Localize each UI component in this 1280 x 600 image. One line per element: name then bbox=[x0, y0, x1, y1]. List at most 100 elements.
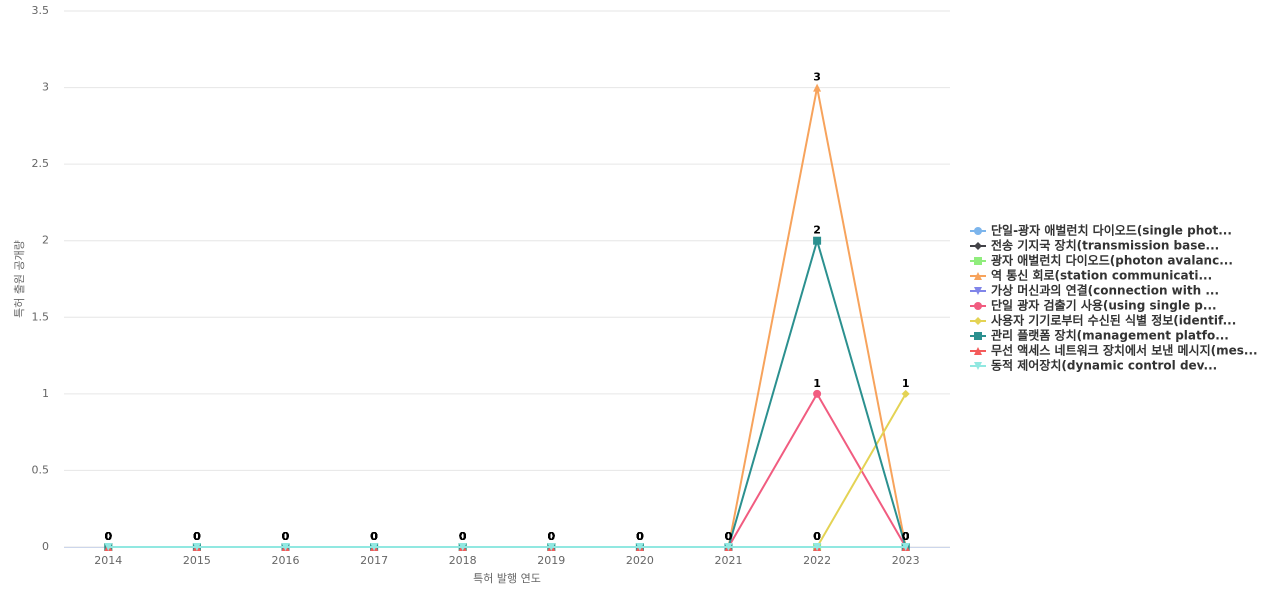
marker bbox=[974, 272, 982, 280]
marker bbox=[974, 332, 982, 340]
data-label: 0 bbox=[547, 530, 555, 543]
data-label: 0 bbox=[282, 530, 290, 543]
y-tick-label: 0 bbox=[42, 540, 49, 553]
y-tick-label: 1 bbox=[42, 387, 49, 400]
y-tick-label: 1.5 bbox=[32, 310, 50, 323]
data-label: 0 bbox=[547, 530, 555, 543]
data-label: 0 bbox=[193, 530, 201, 543]
data-label: 0 bbox=[636, 530, 644, 543]
data-label: 0 bbox=[725, 530, 733, 543]
data-label: 0 bbox=[902, 530, 910, 543]
data-label: 0 bbox=[902, 530, 910, 543]
data-label: 0 bbox=[104, 530, 112, 543]
data-label: 0 bbox=[459, 530, 467, 543]
data-label: 0 bbox=[282, 530, 290, 543]
data-label: 0 bbox=[370, 530, 378, 543]
legend-label: 가상 머신과의 연결(connection with ... bbox=[991, 283, 1219, 298]
data-label: 0 bbox=[104, 530, 112, 543]
data-label: 0 bbox=[193, 530, 201, 543]
data-label: 0 bbox=[902, 530, 910, 543]
data-label: 1 bbox=[813, 377, 821, 390]
marker bbox=[192, 543, 201, 551]
data-label: 0 bbox=[459, 530, 467, 543]
y-tick-label: 2 bbox=[42, 234, 49, 247]
y-tick-label: 3.5 bbox=[32, 4, 50, 17]
data-label: 0 bbox=[547, 530, 555, 543]
data-label: 0 bbox=[725, 530, 733, 543]
data-label: 0 bbox=[193, 530, 201, 543]
data-label: 0 bbox=[282, 530, 290, 543]
data-label: 0 bbox=[813, 530, 821, 543]
legend-label: 광자 애벌런치 다이오드(photon avalanc... bbox=[991, 253, 1233, 268]
legend-label: 단일-광자 애벌런치 다이오드(single phot... bbox=[991, 223, 1232, 238]
data-label: 0 bbox=[370, 530, 378, 543]
data-label: 0 bbox=[104, 530, 112, 543]
x-tick-label: 2019 bbox=[537, 554, 565, 567]
marker bbox=[974, 227, 982, 235]
data-label: 0 bbox=[104, 530, 112, 543]
marker bbox=[370, 543, 379, 551]
data-label: 0 bbox=[636, 530, 644, 543]
marker bbox=[974, 257, 982, 265]
data-label: 0 bbox=[813, 530, 821, 543]
marker bbox=[813, 389, 822, 398]
data-label: 0 bbox=[725, 530, 733, 543]
y-axis-title: 특허 출원 공개량 bbox=[13, 240, 26, 318]
data-label: 0 bbox=[104, 530, 112, 543]
data-label: 0 bbox=[902, 530, 910, 543]
data-label: 0 bbox=[282, 530, 290, 543]
data-label: 0 bbox=[902, 530, 910, 543]
data-label: 0 bbox=[370, 530, 378, 543]
marker bbox=[281, 543, 290, 551]
data-label: 0 bbox=[902, 530, 910, 543]
data-label: 0 bbox=[636, 530, 644, 543]
marker bbox=[974, 347, 982, 355]
marker bbox=[724, 543, 733, 551]
marker bbox=[813, 236, 822, 245]
legend-label: 단일 광자 검출기 사용(using single p... bbox=[991, 298, 1217, 313]
data-label: 0 bbox=[459, 530, 467, 543]
data-label: 0 bbox=[282, 530, 290, 543]
y-tick-label: 3 bbox=[42, 81, 49, 94]
x-tick-label: 2023 bbox=[892, 554, 920, 567]
marker bbox=[104, 543, 113, 551]
x-tick-label: 2022 bbox=[803, 554, 831, 567]
data-label: 0 bbox=[104, 530, 112, 543]
data-label: 0 bbox=[193, 530, 201, 543]
data-label: 0 bbox=[725, 530, 733, 543]
data-label: 1 bbox=[902, 377, 910, 390]
y-tick-label: 0.5 bbox=[32, 463, 50, 476]
data-label: 0 bbox=[902, 530, 910, 543]
data-label: 0 bbox=[902, 530, 910, 543]
data-label: 0 bbox=[547, 530, 555, 543]
y-tick-label: 2.5 bbox=[32, 157, 50, 170]
x-tick-label: 2014 bbox=[94, 554, 122, 567]
legend-label: 사용자 기기로부터 수신된 식별 정보(identif... bbox=[991, 313, 1236, 328]
data-label: 0 bbox=[193, 530, 201, 543]
marker bbox=[813, 543, 822, 551]
data-label: 0 bbox=[902, 530, 910, 543]
data-label: 0 bbox=[193, 530, 201, 543]
data-label: 0 bbox=[282, 530, 290, 543]
x-tick-label: 2017 bbox=[360, 554, 388, 567]
data-label: 0 bbox=[459, 530, 467, 543]
data-label: 0 bbox=[813, 530, 821, 543]
data-label: 0 bbox=[547, 530, 555, 543]
legend-label: 동적 제어장치(dynamic control dev... bbox=[991, 358, 1217, 373]
data-label: 0 bbox=[813, 530, 821, 543]
legend-label: 전송 기지국 장치(transmission base... bbox=[991, 238, 1219, 253]
data-label: 0 bbox=[370, 530, 378, 543]
data-label: 0 bbox=[725, 530, 733, 543]
marker bbox=[635, 543, 644, 551]
data-label: 0 bbox=[725, 530, 733, 543]
data-label: 0 bbox=[370, 530, 378, 543]
legend-label: 관리 플랫폼 장치(management platfo... bbox=[991, 328, 1229, 343]
data-label: 0 bbox=[104, 530, 112, 543]
marker bbox=[547, 543, 556, 551]
data-label: 0 bbox=[370, 530, 378, 543]
data-label: 0 bbox=[193, 530, 201, 543]
data-label: 0 bbox=[725, 530, 733, 543]
data-label: 0 bbox=[459, 530, 467, 543]
